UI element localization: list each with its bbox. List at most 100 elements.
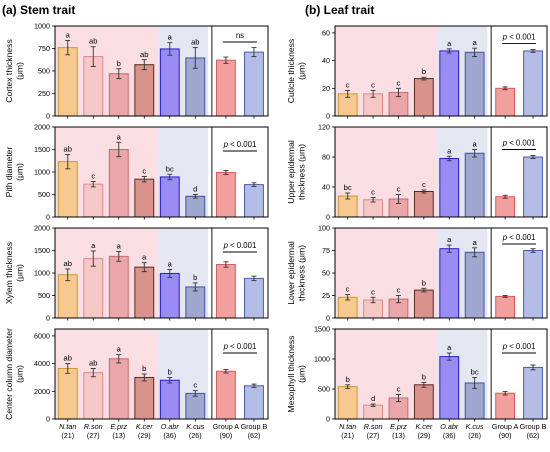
y-tick-label: 500	[318, 385, 330, 394]
x-count-label: (26)	[468, 431, 481, 440]
bar-group-b	[244, 184, 264, 218]
y-axis-label: Xylem thickness	[4, 242, 14, 304]
chart-a-2: 0 500 1000 1500 2000 Pith diameter (μm) ab c a c bc…	[4, 123, 269, 222]
significance-letter: a	[447, 343, 452, 352]
y-tick-label: 40	[322, 56, 330, 65]
y-tick-label: 4000	[34, 359, 50, 368]
y-tick-label: 500	[38, 291, 50, 300]
p-value-label: p < 0.001	[223, 140, 257, 149]
bar-N.tan	[57, 274, 78, 319]
x-group-count: (90)	[220, 431, 233, 440]
plot-frame	[334, 227, 548, 319]
x-count-label: (21)	[61, 431, 74, 440]
y-tick-label: 100	[318, 224, 330, 233]
y-axis-label: Center column diameter	[4, 328, 14, 420]
y-tick-label: 250	[38, 89, 50, 98]
significance-letter: b	[422, 372, 426, 381]
significance-letter: b	[193, 273, 197, 282]
bar-group-a	[495, 295, 516, 319]
bar-R.son	[83, 372, 104, 420]
y-tick-label: 20	[322, 84, 330, 93]
y-tick-label: 0	[326, 415, 330, 424]
bar-group-b	[523, 250, 543, 319]
y-axis-label: (μm)	[297, 62, 307, 80]
bar-O.abr	[159, 379, 180, 420]
bar-K.cer	[413, 289, 434, 319]
bar-R.son	[83, 183, 104, 218]
x-category-label: O.abr	[161, 422, 180, 431]
bar-O.abr	[439, 356, 460, 420]
y-tick-label: 50	[322, 269, 330, 278]
plot-frame	[54, 25, 269, 117]
significance-letter: b	[142, 364, 146, 373]
y-tick-label: 1500	[34, 246, 50, 255]
significance-letter: b	[346, 375, 350, 384]
bar-N.tan	[57, 367, 78, 420]
x-category-label: R.son	[364, 422, 383, 431]
significance-letter: a	[117, 132, 122, 141]
y-tick-label: 1000	[34, 269, 50, 278]
x-count-label: (21)	[341, 431, 354, 440]
y-axis-label: (μm)	[15, 264, 25, 282]
significance-letter: c	[142, 167, 146, 176]
significance-letter: b	[168, 367, 172, 376]
plot-frame	[334, 328, 548, 420]
significance-letter: a	[447, 146, 452, 155]
chart-b-3: 0 25 50 75 100 Lower epidermal thickness (μm) c…	[286, 224, 548, 323]
significance-letter: ab	[140, 50, 148, 59]
significance-letter: b	[422, 278, 426, 287]
bar-R.son	[83, 258, 104, 319]
x-group-count: (90)	[499, 431, 512, 440]
bar-K.cer	[413, 384, 434, 420]
bar-group-a	[215, 171, 236, 218]
bar-O.abr	[439, 248, 460, 319]
x-category-label: K.cer	[415, 422, 432, 431]
y-axis-label: (μm)	[297, 365, 307, 383]
y-axis-label: Pith diameter	[4, 147, 14, 198]
x-category-label: N.tan	[59, 422, 76, 431]
x-group-label: Group B	[241, 422, 268, 431]
y-tick-label: 1500	[34, 145, 50, 154]
x-group-label: Group A	[213, 422, 240, 431]
p-value-label: p < 0.001	[502, 233, 536, 242]
p-value-label: p < 0.001	[502, 139, 536, 148]
p-value-label: p < 0.001	[502, 342, 536, 351]
y-axis-label: Cuticle thickness	[286, 39, 296, 103]
chart-b-2: 0 40 80 120 Upper epidermal thickness (μm) bc c…	[286, 123, 548, 222]
bar-O.abr	[439, 50, 460, 117]
x-category-label: O.abr	[440, 422, 459, 431]
bar-group-b	[244, 277, 264, 319]
y-tick-label: 40	[322, 183, 330, 192]
bar-group-a	[495, 392, 516, 420]
significance-letter: c	[346, 285, 350, 294]
significance-letter: a	[473, 238, 478, 247]
bar-group-b	[523, 366, 543, 420]
chart-a-4: 0 2000 4000 6000 Center column diameter (μm) a…	[4, 328, 269, 440]
x-count-label: (26)	[189, 431, 202, 440]
x-group-count: (62)	[248, 431, 261, 440]
y-tick-label: 80	[322, 153, 330, 162]
bar-K.cus	[185, 195, 206, 218]
y-axis-label: Mesophyll thickness	[286, 336, 296, 413]
p-value-label: p < 0.001	[223, 241, 257, 250]
y-tick-label: 0	[46, 213, 50, 222]
y-tick-label: 1500	[314, 325, 330, 334]
significance-letter: ab	[64, 144, 72, 153]
bar-K.cus	[464, 51, 485, 117]
plot-frame	[54, 328, 269, 420]
bar-group-b	[244, 51, 264, 117]
bar-E.prz	[108, 255, 129, 319]
plot-frame	[334, 126, 548, 218]
bar-K.cer	[134, 178, 155, 218]
bar-E.prz	[108, 358, 129, 420]
significance-letter: ab	[89, 37, 97, 46]
significance-letter: bc	[471, 368, 479, 377]
bar-group-b	[523, 50, 543, 117]
x-category-label: E.prz	[110, 422, 127, 431]
y-tick-label: 500	[38, 67, 50, 76]
y-tick-label: 6000	[34, 331, 50, 340]
y-tick-label: 1000	[314, 355, 330, 364]
bar-K.cus	[464, 251, 485, 319]
y-tick-label: 0	[326, 314, 330, 323]
